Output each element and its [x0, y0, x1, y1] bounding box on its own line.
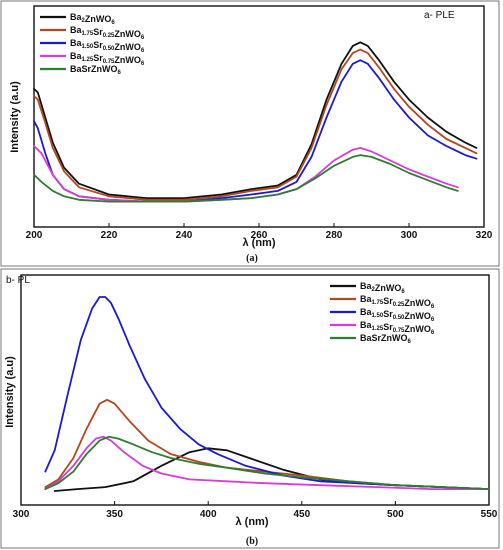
- panel-b-series-line-2: [44, 398, 490, 491]
- panel-a-x-tick-label: 240: [176, 230, 193, 241]
- panel-a-series-line-1: [33, 41, 478, 200]
- panel-b-legend-label-3: Ba1.50Sr0.50ZnWO6: [360, 307, 435, 323]
- panel-a-series: [33, 41, 478, 203]
- panel-a-caption: (a): [246, 253, 258, 264]
- panel-a-legend-label-5: BaSrZnWO6: [70, 64, 122, 76]
- panel-a-series-line-3: [33, 59, 478, 203]
- panel-a-frame: [0, 0, 500, 267]
- panel-b: b- PL Intensity (a.u) λ (nm) (b) 300 350 4…: [0, 268, 500, 549]
- panel-b-legend-label-4: Ba1.25Sr0.75ZnWO6: [360, 320, 435, 336]
- panel-b-x-tick-label: 400: [200, 509, 217, 520]
- panel-a-series-line-2: [33, 48, 478, 201]
- panel-b-legend-label-2: Ba1.75Sr0.25ZnWO6: [360, 294, 435, 310]
- panel-a-x-tick-label: 200: [26, 230, 43, 241]
- panel-b-legend: Ba2ZnWO6Ba1.75Sr0.25ZnWO6Ba1.50Sr0.50ZnW…: [330, 281, 435, 345]
- panel-a-x-tick-label: 280: [326, 230, 343, 241]
- panel-a-x-tick-label: 300: [401, 230, 418, 241]
- panel-b-x-tick-label: 450: [293, 509, 310, 520]
- panel-a-x-tick-label: 320: [476, 230, 493, 241]
- panel-b-series-line-3: [44, 296, 490, 491]
- panel-b-plot-area: [20, 274, 490, 506]
- panel-a-label: a- PLE: [424, 10, 455, 21]
- panel-a-legend-label-4: Ba1.25Sr0.75ZnWO6: [70, 51, 145, 67]
- panel-b-y-label: Intensity (a.u): [4, 356, 16, 428]
- panel-b-series-line-5: [44, 435, 490, 491]
- panel-b-x-tick-label: 300: [13, 509, 30, 520]
- panel-b-frame: [0, 268, 500, 549]
- panel-a-legend-label-2: Ba1.75Sr0.25ZnWO6: [70, 25, 145, 41]
- panel-b-caption: (b): [246, 536, 258, 547]
- panel-b-series-line-1: [53, 447, 490, 492]
- panel-b-legend-label-5: BaSrZnWO6: [360, 333, 412, 345]
- panel-b-x-tick-label: 550: [481, 509, 498, 520]
- panel-a-x-label: λ (nm): [243, 237, 276, 249]
- panel-b-series-line-4: [44, 435, 490, 491]
- panel-b-x-label: λ (nm): [236, 516, 269, 528]
- panel-b-legend-label-1: Ba2ZnWO6: [360, 281, 405, 295]
- panel-a-x-tick-label: 260: [251, 230, 268, 241]
- panel-a: a- PLE Intensity (a.u) λ (nm) (a) 200 220…: [0, 0, 500, 267]
- panel-b-x-tick-label: 350: [106, 509, 123, 520]
- panel-b-label: b- PL: [6, 275, 30, 286]
- panel-a-legend-label-1: Ba2ZnWO6: [70, 12, 115, 26]
- panel-b-x-ticks: 300 350 400 450 500 550: [13, 501, 498, 520]
- panel-a-legend: Ba2ZnWO6Ba1.75Sr0.25ZnWO6Ba1.50Sr0.50ZnW…: [40, 12, 145, 76]
- panel-b-x-tick-label: 500: [387, 509, 404, 520]
- panel-a-x-ticks: 200 220 240 260 280 300 320: [26, 223, 493, 241]
- panel-a-series-line-5: [33, 154, 459, 203]
- panel-a-y-label: Intensity (a.u): [9, 81, 21, 153]
- panel-a-legend-label-3: Ba1.50Sr0.50ZnWO6: [70, 38, 145, 54]
- panel-a-x-tick-label: 220: [101, 230, 118, 241]
- panel-b-series: [44, 296, 490, 492]
